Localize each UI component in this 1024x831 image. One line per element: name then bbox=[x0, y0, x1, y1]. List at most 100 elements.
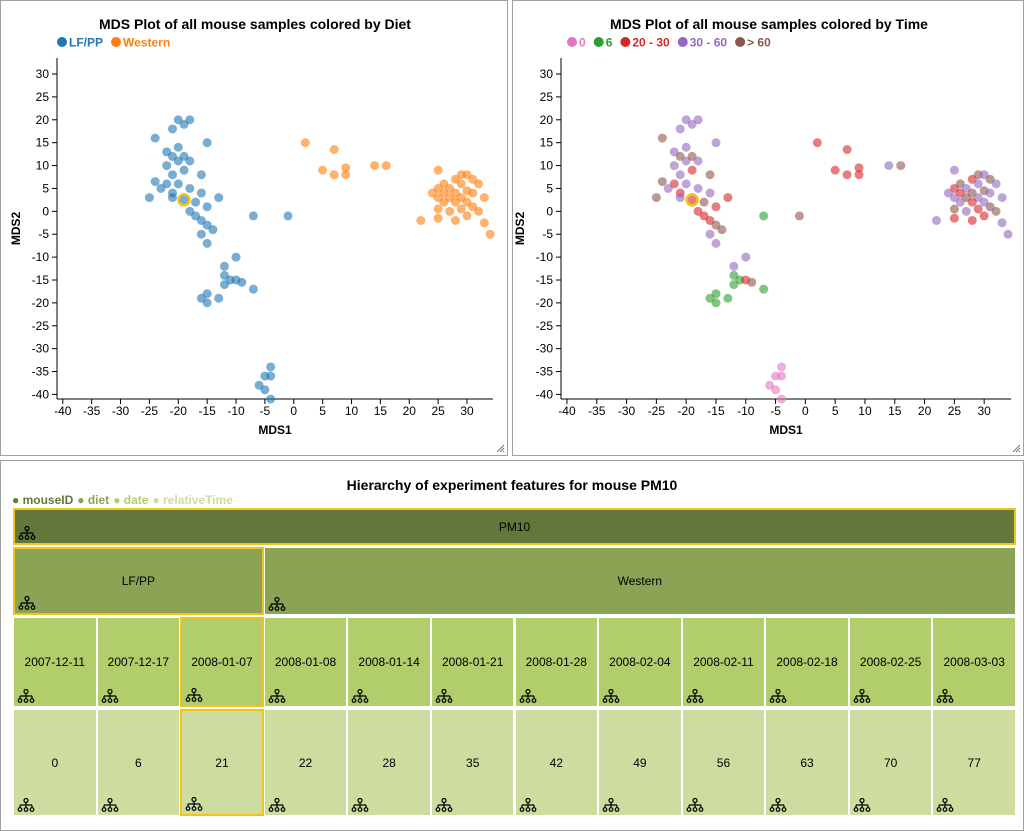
hierarchy-tree-icon[interactable] bbox=[853, 689, 871, 703]
data-point[interactable] bbox=[456, 204, 466, 214]
hierarchy-tree-icon[interactable] bbox=[101, 689, 119, 703]
data-point[interactable] bbox=[973, 204, 983, 214]
data-point[interactable] bbox=[173, 179, 183, 189]
data-point[interactable] bbox=[173, 142, 183, 152]
data-point[interactable] bbox=[179, 119, 189, 129]
data-point[interactable] bbox=[693, 156, 703, 166]
data-point[interactable] bbox=[381, 161, 391, 171]
data-point[interactable] bbox=[830, 165, 840, 175]
hierarchy-legend-item[interactable]: ● diet bbox=[77, 493, 110, 507]
selected-point[interactable] bbox=[685, 193, 699, 207]
data-point[interactable] bbox=[329, 170, 339, 180]
data-point[interactable] bbox=[202, 298, 212, 308]
data-point[interactable] bbox=[723, 193, 733, 203]
data-point[interactable] bbox=[474, 206, 484, 216]
hierarchy-legend-item[interactable]: ● relativeTime bbox=[152, 493, 233, 507]
data-point[interactable] bbox=[219, 280, 229, 290]
data-point[interactable] bbox=[370, 161, 380, 171]
hierarchy-date-cell[interactable]: 2007-12-11 bbox=[13, 617, 97, 707]
data-point[interactable] bbox=[479, 193, 489, 203]
data-point[interactable] bbox=[729, 280, 739, 290]
data-point[interactable] bbox=[248, 211, 258, 221]
data-point[interactable] bbox=[991, 206, 1001, 216]
data-point[interactable] bbox=[675, 193, 685, 203]
hierarchy-tree-icon[interactable] bbox=[686, 798, 704, 812]
data-point[interactable] bbox=[723, 293, 733, 303]
data-point[interactable] bbox=[854, 163, 864, 173]
data-point[interactable] bbox=[651, 193, 661, 203]
data-point[interactable] bbox=[144, 193, 154, 203]
hierarchy-date-cell[interactable]: 2008-01-14 bbox=[347, 617, 431, 707]
selected-point[interactable] bbox=[177, 193, 191, 207]
hierarchy-time-cell[interactable]: 28 bbox=[347, 709, 431, 816]
data-point[interactable] bbox=[657, 133, 667, 143]
data-point[interactable] bbox=[214, 293, 224, 303]
data-point[interactable] bbox=[949, 165, 959, 175]
hierarchy-time-cell[interactable]: 42 bbox=[514, 709, 599, 816]
data-point[interactable] bbox=[450, 197, 460, 207]
data-point[interactable] bbox=[979, 211, 989, 221]
hierarchy-tree-icon[interactable] bbox=[853, 798, 871, 812]
data-point[interactable] bbox=[485, 229, 495, 239]
hierarchy-tree-icon[interactable] bbox=[268, 597, 286, 611]
data-point[interactable] bbox=[468, 188, 478, 198]
data-point[interactable] bbox=[439, 197, 449, 207]
mds-diet-chart[interactable]: MDS Plot of all mouse samples colored by… bbox=[1, 1, 508, 456]
data-point[interactable] bbox=[884, 161, 894, 171]
hierarchy-tree-icon[interactable] bbox=[686, 689, 704, 703]
data-point[interactable] bbox=[474, 179, 484, 189]
hierarchy-tree-icon[interactable] bbox=[268, 798, 286, 812]
hierarchy-date-cell[interactable]: 2008-03-03 bbox=[932, 617, 1016, 707]
hierarchy-tree-icon[interactable] bbox=[519, 689, 537, 703]
data-point[interactable] bbox=[681, 142, 691, 152]
hierarchy-diet-cell[interactable]: Western bbox=[263, 547, 1016, 615]
data-point[interactable] bbox=[759, 211, 769, 221]
data-point[interactable] bbox=[842, 145, 852, 155]
data-point[interactable] bbox=[150, 133, 160, 143]
hierarchy-date-cell[interactable]: 2008-02-04 bbox=[598, 617, 682, 707]
data-point[interactable] bbox=[214, 193, 224, 203]
hierarchy-tree-icon[interactable] bbox=[435, 689, 453, 703]
hierarchy-diet-cell[interactable]: LF/PP bbox=[13, 547, 264, 615]
hierarchy-tree-icon[interactable] bbox=[17, 798, 35, 812]
data-point[interactable] bbox=[771, 385, 781, 395]
data-point[interactable] bbox=[167, 193, 177, 203]
data-point[interactable] bbox=[705, 229, 715, 239]
legend-item[interactable]: Western bbox=[111, 36, 170, 50]
data-point[interactable] bbox=[150, 177, 160, 187]
data-point[interactable] bbox=[191, 197, 201, 207]
data-point[interactable] bbox=[711, 138, 721, 148]
data-point[interactable] bbox=[949, 213, 959, 223]
hierarchy-date-cell[interactable]: 2007-12-17 bbox=[96, 617, 181, 707]
data-point[interactable] bbox=[329, 145, 339, 155]
hierarchy-time-cell[interactable]: 21 bbox=[180, 709, 264, 816]
hierarchy-date-cell[interactable]: 2008-02-11 bbox=[681, 617, 766, 707]
hierarchy-tree-icon[interactable] bbox=[936, 689, 954, 703]
hierarchy-tree-icon[interactable] bbox=[435, 798, 453, 812]
data-point[interactable] bbox=[237, 277, 247, 287]
data-point[interactable] bbox=[179, 165, 189, 175]
data-point[interactable] bbox=[156, 183, 166, 193]
data-point[interactable] bbox=[812, 138, 822, 148]
data-point[interactable] bbox=[717, 225, 727, 235]
data-point[interactable] bbox=[711, 238, 721, 248]
hierarchy-time-cell[interactable]: 22 bbox=[263, 709, 348, 816]
hierarchy-tree-icon[interactable] bbox=[18, 596, 36, 610]
data-point[interactable] bbox=[896, 161, 906, 171]
hierarchy-tree-icon[interactable] bbox=[268, 689, 286, 703]
data-point[interactable] bbox=[949, 204, 959, 214]
data-point[interactable] bbox=[341, 170, 351, 180]
data-point[interactable] bbox=[208, 225, 218, 235]
data-point[interactable] bbox=[167, 170, 177, 180]
data-point[interactable] bbox=[669, 161, 679, 171]
hierarchy-date-cell[interactable]: 2008-01-21 bbox=[430, 617, 515, 707]
hierarchy-time-cell[interactable]: 49 bbox=[598, 709, 682, 816]
data-point[interactable] bbox=[260, 385, 270, 395]
data-point[interactable] bbox=[266, 362, 276, 372]
data-point[interactable] bbox=[681, 179, 691, 189]
data-point[interactable] bbox=[687, 195, 697, 205]
hierarchy-tree-icon[interactable] bbox=[602, 798, 620, 812]
data-point[interactable] bbox=[341, 163, 351, 173]
data-point[interactable] bbox=[967, 197, 977, 207]
data-point[interactable] bbox=[955, 197, 965, 207]
